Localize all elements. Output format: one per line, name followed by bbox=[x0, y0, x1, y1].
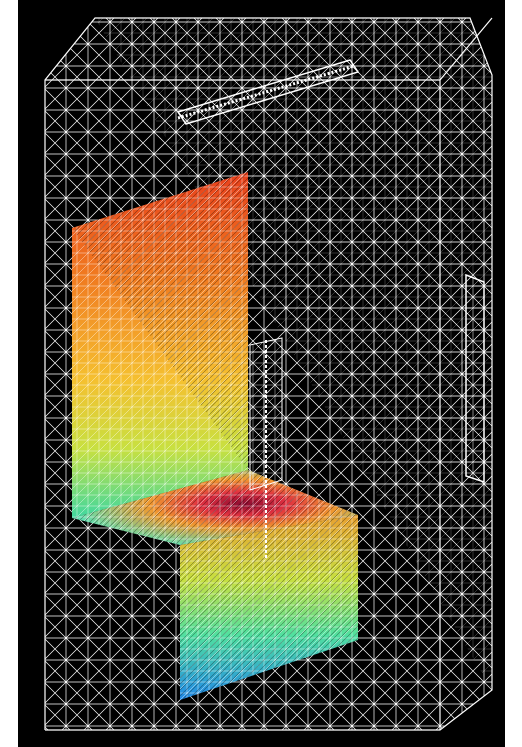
column bbox=[249, 337, 283, 491]
box-edges bbox=[44, 17, 493, 731]
plane-mesh bbox=[72, 172, 358, 700]
vent bbox=[465, 273, 485, 484]
inlet bbox=[176, 59, 360, 125]
back-mesh bbox=[95, 18, 492, 690]
